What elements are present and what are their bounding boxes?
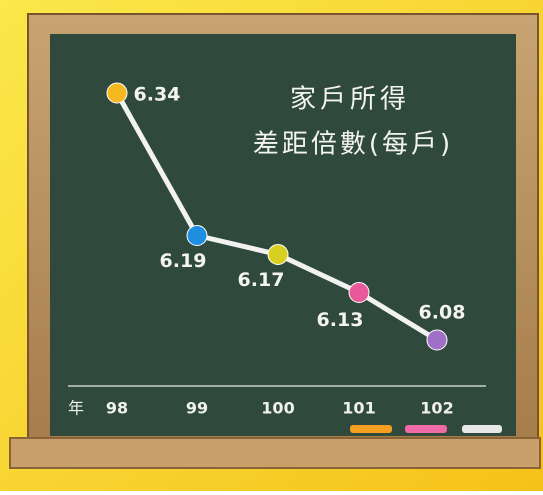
chalk xyxy=(462,425,502,433)
data-label: 6.13 xyxy=(317,309,364,331)
chalkboard xyxy=(50,34,516,436)
data-label: 6.19 xyxy=(160,250,207,272)
chart-subtitle: 差距倍數(每戶) xyxy=(253,130,453,160)
x-tick-label: 102 xyxy=(420,399,453,418)
x-tick-label: 101 xyxy=(342,399,375,418)
point xyxy=(186,225,208,246)
data-label: 6.17 xyxy=(238,269,285,291)
point xyxy=(106,82,128,104)
data-label: 6.08 xyxy=(419,302,466,324)
chalk xyxy=(350,425,392,433)
x-tick-label: 100 xyxy=(261,399,294,418)
data-label: 6.34 xyxy=(134,84,181,106)
point xyxy=(348,282,370,303)
x-tick-label: 98 xyxy=(106,399,128,418)
chalk xyxy=(405,425,447,433)
x-axis-label: 年 xyxy=(68,399,84,418)
ledge xyxy=(9,437,541,469)
point xyxy=(267,244,289,265)
chart-title: 家戶所得 xyxy=(290,85,410,115)
point xyxy=(426,329,448,351)
x-tick-label: 99 xyxy=(186,399,208,418)
